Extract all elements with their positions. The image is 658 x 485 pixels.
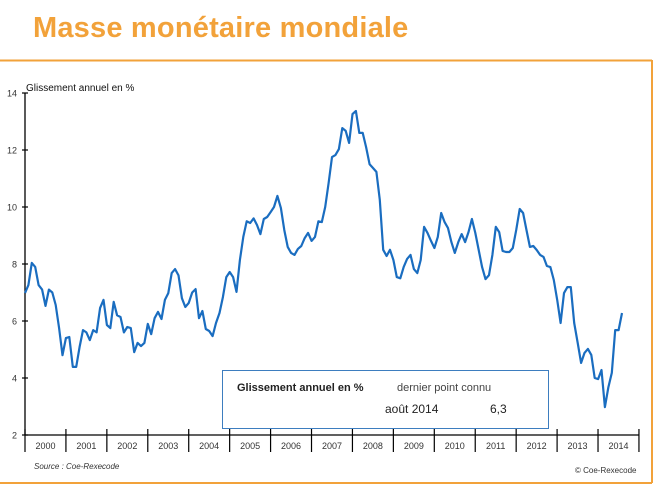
y-tick-label: 4 [12, 374, 17, 384]
axes: 2 4 6 8 10 12 14 2000 2001 2002 2003 2004 2005 2006 20… [7, 89, 640, 452]
series-marks [23, 109, 624, 409]
series-line [23, 109, 624, 409]
x-tick-label: 2007 [322, 441, 342, 451]
page-title: Masse monétaire mondiale [33, 12, 409, 44]
info-box: Glissement annuel en % dernier point con… [222, 370, 549, 429]
y-tick-label: 8 [12, 260, 17, 270]
x-tick-label: 2002 [117, 441, 137, 451]
x-tick-label: 2004 [199, 441, 219, 451]
y-tick-label: 12 [7, 146, 17, 156]
info-box-value: 6,3 [490, 402, 507, 416]
x-tick-label: 2006 [281, 441, 301, 451]
y-axis-label: Glissement annuel en % [26, 83, 135, 94]
y-tick-label: 10 [7, 203, 17, 213]
x-tick-label: 2008 [363, 441, 383, 451]
x-tick-label: 2005 [240, 441, 260, 451]
x-tick-label: 2013 [568, 441, 588, 451]
x-tick-label: 2011 [486, 441, 505, 451]
y-tick-label: 6 [12, 317, 17, 327]
x-tick-label: 2009 [404, 441, 424, 451]
y-tick-label: 2 [12, 431, 17, 441]
info-box-subtitle: dernier point connu [397, 382, 492, 394]
x-tick-label: 2012 [527, 441, 547, 451]
x-tick-label: 2001 [76, 441, 96, 451]
copyright-note: © Coe-Rexecode [575, 466, 637, 475]
x-tick-label: 2010 [445, 441, 465, 451]
source-note: Source : Coe-Rexecode [34, 462, 120, 471]
x-tick-label: 2000 [35, 441, 55, 451]
info-box-label: Glissement annuel en % [237, 382, 364, 394]
x-tick-label: 2003 [158, 441, 178, 451]
x-tick-label: 2014 [608, 441, 628, 451]
info-box-date: août 2014 [385, 402, 439, 416]
y-tick-label: 14 [7, 89, 17, 99]
